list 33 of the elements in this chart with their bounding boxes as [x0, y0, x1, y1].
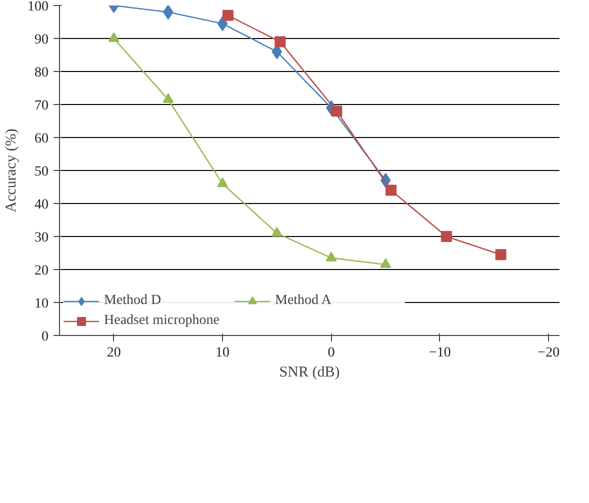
point [326, 252, 337, 262]
point [495, 249, 506, 260]
point [386, 184, 397, 196]
point [440, 231, 452, 242]
y-tick-label: 10 [34, 296, 48, 312]
point [380, 258, 392, 268]
point [163, 6, 174, 20]
y-tick-label: 100 [28, 0, 48, 14]
x-tick-label: 10 [216, 346, 230, 360]
x-axis-title: SNR (dB) [279, 364, 340, 380]
y-tick-label: 40 [34, 198, 48, 212]
point [271, 226, 282, 237]
x-tick-label: 0 [328, 346, 335, 360]
y-tick-label: 80 [34, 66, 48, 80]
point [222, 10, 234, 21]
y-tick-label: 20 [34, 264, 48, 278]
x-tick-label: −20 [538, 346, 560, 360]
y-tick-label: 70 [34, 98, 48, 114]
y-tick-label: 90 [34, 32, 48, 48]
y-axis-title: Accuracy (%) [4, 128, 20, 212]
point [162, 93, 174, 103]
point [274, 36, 286, 48]
x-tick-label: 20 [106, 346, 121, 360]
x-tick-label: −10 [428, 346, 451, 360]
point [331, 106, 342, 117]
legend-label: Headset microphone [104, 313, 220, 329]
point [217, 177, 228, 188]
y-tick-label: 60 [34, 132, 48, 146]
y-tick-label: 50 [34, 164, 48, 180]
legend-label: Method D [104, 293, 162, 309]
legend-label: Method A [275, 293, 332, 309]
y-tick-label: 0 [42, 330, 48, 344]
y-tick-label: 30 [34, 230, 48, 246]
